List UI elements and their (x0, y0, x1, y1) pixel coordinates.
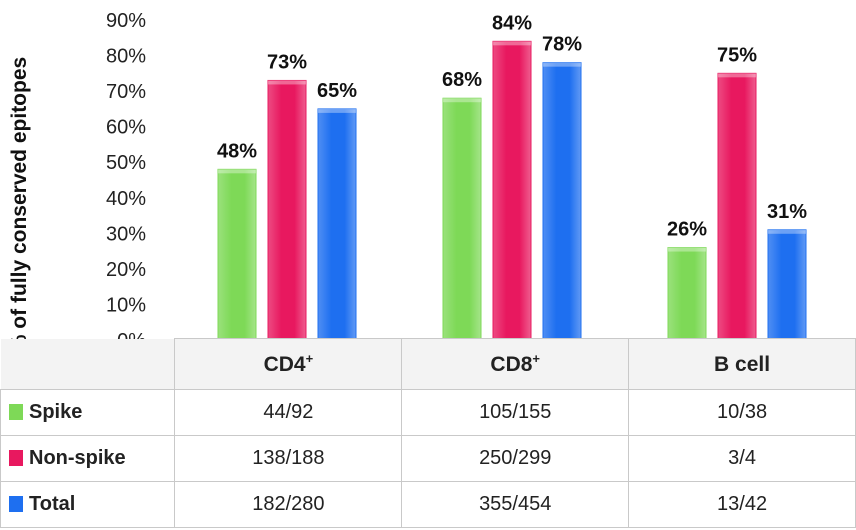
bar-non-spike (267, 79, 307, 340)
legend-row-label: Non-spike (0, 435, 176, 482)
bar-total (767, 229, 807, 340)
legend-row-label: Total (0, 481, 176, 528)
legend-swatch (9, 496, 23, 512)
header-cell: CD8+ (401, 338, 630, 390)
bar-spike (442, 97, 482, 340)
bar-highlight (543, 62, 581, 67)
header-cell: B cell (628, 338, 856, 390)
table-row: Non-spike 138/188 250/299 3/4 (0, 435, 856, 482)
y-axis-label: % of fully conserved epitopes (8, 57, 31, 340)
bar-highlight (443, 98, 481, 103)
data-table: CD4+ CD8+ B cell Spike 44/92 105/155 10/… (0, 338, 856, 528)
bar-non-spike (492, 40, 532, 340)
data-label: 26% (667, 219, 707, 241)
header-cell: CD4+ (174, 338, 403, 390)
bar-total (317, 108, 357, 340)
bar-highlight (218, 169, 256, 174)
table-cell: 250/299 (401, 435, 630, 482)
y-tick-label: 10% (106, 294, 146, 316)
y-tick-label: 50% (106, 152, 146, 174)
legend-swatch (9, 450, 23, 466)
y-tick-label: 30% (106, 223, 146, 245)
y-tick-label: 70% (106, 81, 146, 103)
bar-spike (667, 247, 707, 340)
y-tick-label: 60% (106, 117, 146, 139)
bar-highlight (718, 73, 756, 78)
bar-spike (217, 168, 257, 340)
bar-highlight (318, 108, 356, 113)
table-cell: 3/4 (628, 435, 856, 482)
legend-swatch (9, 404, 23, 420)
table-cell: 13/42 (628, 481, 856, 528)
table-cell: 105/155 (401, 389, 630, 436)
bar-non-spike (717, 72, 757, 340)
y-tick-label: 80% (106, 46, 146, 68)
y-tick-label: 0% (117, 330, 146, 340)
data-label: 31% (767, 201, 807, 223)
bar-highlight (268, 80, 306, 85)
table-row: Spike 44/92 105/155 10/38 (0, 389, 856, 436)
table-cell: 138/188 (174, 435, 403, 482)
data-label: 68% (442, 69, 482, 91)
data-label: 65% (317, 80, 357, 102)
data-label: 75% (717, 44, 757, 66)
y-tick-label: 90% (106, 10, 146, 32)
data-label: 78% (542, 34, 582, 56)
y-tick-label: 20% (106, 259, 146, 281)
bar-highlight (668, 247, 706, 252)
data-label: 84% (492, 12, 532, 34)
table-cell: 44/92 (174, 389, 403, 436)
legend-row-label: Spike (0, 389, 176, 436)
table-cell: 355/454 (401, 481, 630, 528)
table-row: Total 182/280 355/454 13/42 (0, 481, 856, 528)
bar-highlight (768, 229, 806, 234)
data-label: 73% (267, 51, 307, 73)
table-cell: 10/38 (628, 389, 856, 436)
data-label: 48% (217, 140, 257, 162)
bar-chart: % of fully conserved epitopes 0% 10% 20% 30%… (8, 10, 807, 340)
table-header-row: CD4+ CD8+ B cell (0, 338, 856, 390)
table-cell: 182/280 (174, 481, 403, 528)
bar-total (542, 62, 582, 340)
y-tick-label: 40% (106, 188, 146, 210)
bar-highlight (493, 41, 531, 46)
